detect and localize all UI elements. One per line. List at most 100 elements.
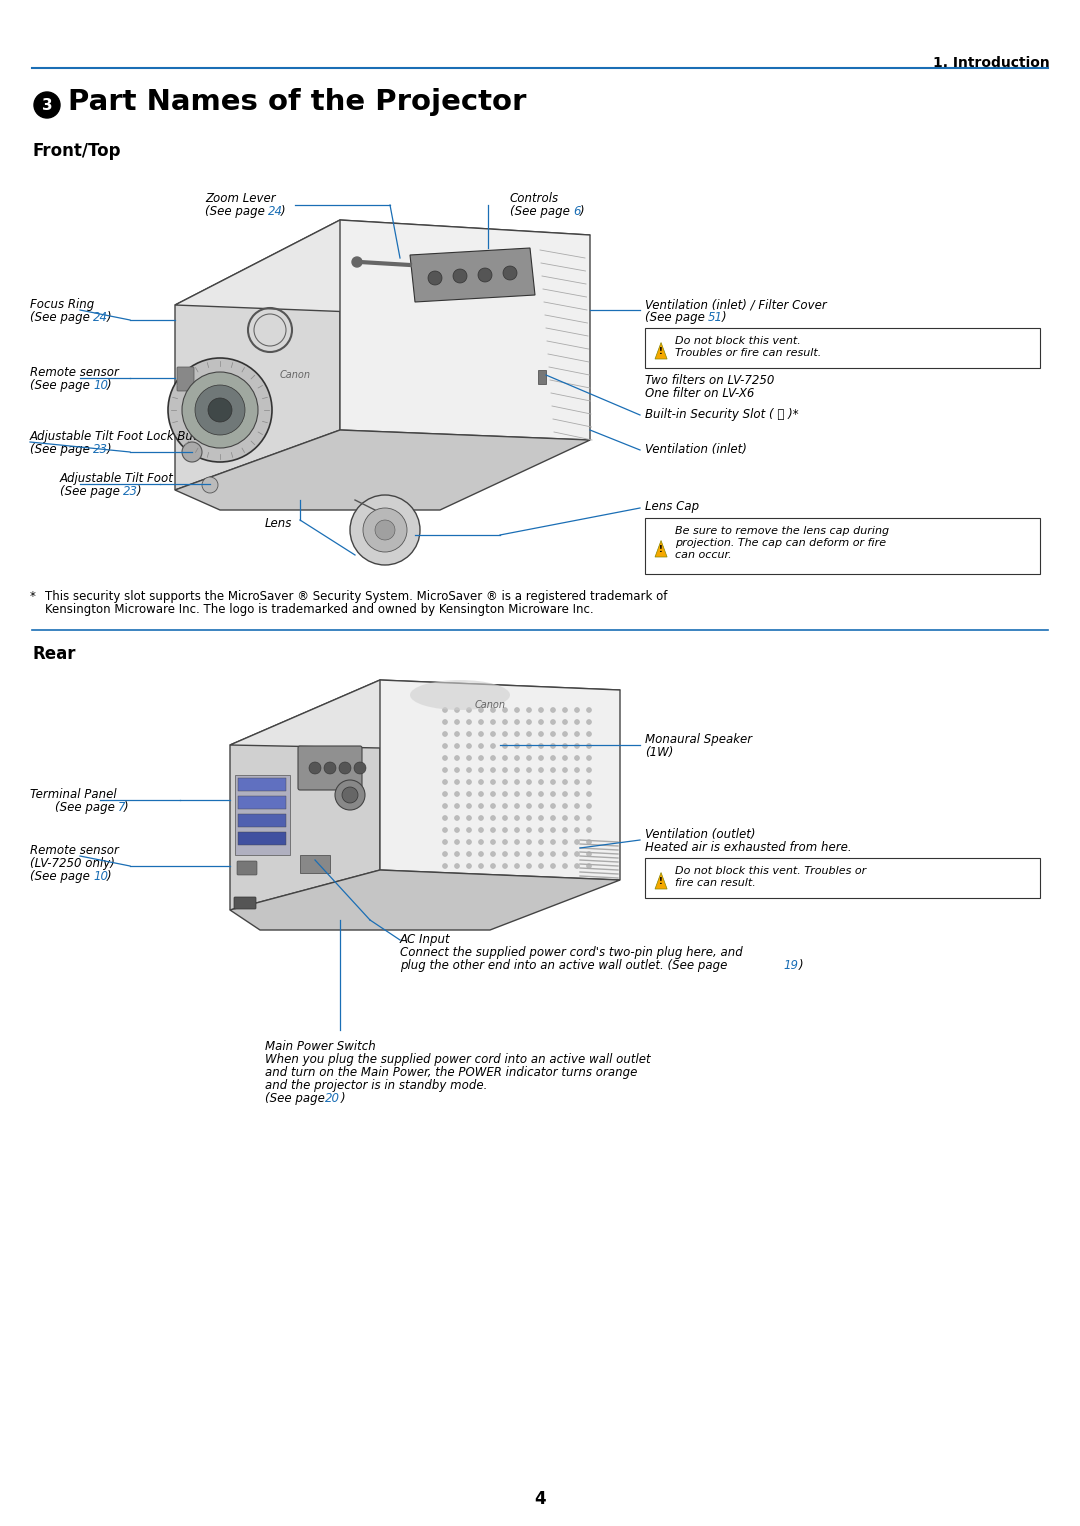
Text: Terminal Panel: Terminal Panel [30,787,117,801]
Circle shape [467,731,472,737]
Text: and the projector is in standby mode.: and the projector is in standby mode. [265,1079,487,1093]
Text: Front/Top: Front/Top [32,142,121,160]
Circle shape [352,256,362,267]
Circle shape [443,804,447,809]
Circle shape [455,815,459,821]
Circle shape [527,815,531,821]
Circle shape [183,372,258,449]
Polygon shape [340,220,590,439]
Circle shape [551,731,555,737]
Text: can occur.: can occur. [675,549,731,560]
Text: 51: 51 [708,311,723,324]
Circle shape [527,743,531,748]
Text: ): ) [137,485,141,497]
Text: (LV-7250 only): (LV-7250 only) [30,858,114,870]
Circle shape [354,761,366,774]
Circle shape [551,864,555,868]
Circle shape [514,743,519,748]
Circle shape [575,755,580,760]
Text: Two filters on LV-7250: Two filters on LV-7250 [645,374,774,388]
Circle shape [527,864,531,868]
Text: (See page: (See page [510,204,573,218]
Circle shape [539,827,543,833]
Polygon shape [230,870,620,929]
Circle shape [586,719,592,725]
Polygon shape [230,681,620,749]
Text: ): ) [107,870,111,884]
Circle shape [539,864,543,868]
Circle shape [563,780,567,784]
Text: Ventilation (inlet) / Filter Cover: Ventilation (inlet) / Filter Cover [645,298,827,311]
Circle shape [195,385,245,435]
Circle shape [455,839,459,844]
Circle shape [455,731,459,737]
FancyBboxPatch shape [235,775,291,855]
Circle shape [514,731,519,737]
Circle shape [443,708,447,713]
Circle shape [467,768,472,772]
Circle shape [467,792,472,797]
Circle shape [478,780,484,784]
Circle shape [563,731,567,737]
Circle shape [490,743,496,748]
Circle shape [443,792,447,797]
Circle shape [503,266,517,279]
FancyBboxPatch shape [238,797,286,809]
Circle shape [563,768,567,772]
Circle shape [586,780,592,784]
Circle shape [455,768,459,772]
Circle shape [478,804,484,809]
Text: fire can result.: fire can result. [675,877,756,888]
Circle shape [455,792,459,797]
Circle shape [455,827,459,833]
Text: ): ) [124,801,129,813]
Text: (See page: (See page [30,870,94,884]
Circle shape [490,804,496,809]
Circle shape [575,864,580,868]
Circle shape [490,731,496,737]
Text: ): ) [580,204,584,218]
Circle shape [490,839,496,844]
Circle shape [455,719,459,725]
Circle shape [478,755,484,760]
Circle shape [455,804,459,809]
Circle shape [502,719,508,725]
Circle shape [478,827,484,833]
Text: AC Input: AC Input [400,932,450,946]
Circle shape [467,804,472,809]
Text: 4: 4 [535,1489,545,1508]
Circle shape [539,780,543,784]
Text: Do not block this vent. Troubles or: Do not block this vent. Troubles or [675,865,866,876]
FancyBboxPatch shape [538,369,546,385]
Circle shape [551,827,555,833]
Circle shape [443,719,447,725]
Polygon shape [230,681,380,909]
Text: This security slot supports the MicroSaver ® Security System. MicroSaver ® is a : This security slot supports the MicroSav… [45,591,667,603]
Circle shape [563,708,567,713]
Circle shape [478,852,484,856]
Circle shape [183,443,202,462]
Circle shape [586,804,592,809]
Circle shape [467,755,472,760]
Text: One filter on LV-X6: One filter on LV-X6 [645,388,754,400]
Circle shape [514,768,519,772]
FancyBboxPatch shape [237,861,257,874]
Circle shape [586,827,592,833]
Circle shape [443,731,447,737]
Text: Rear: Rear [32,645,76,662]
Circle shape [575,792,580,797]
Text: ): ) [107,443,111,456]
Circle shape [551,852,555,856]
Text: Remote sensor: Remote sensor [30,366,119,378]
Circle shape [502,708,508,713]
Circle shape [527,755,531,760]
Circle shape [502,768,508,772]
Text: 23: 23 [123,485,138,497]
Text: Built-in Security Slot ( 🔒 )*: Built-in Security Slot ( 🔒 )* [645,407,798,421]
Circle shape [514,839,519,844]
Circle shape [502,815,508,821]
Circle shape [375,520,395,540]
Circle shape [527,719,531,725]
Text: ): ) [799,958,804,972]
Circle shape [502,780,508,784]
